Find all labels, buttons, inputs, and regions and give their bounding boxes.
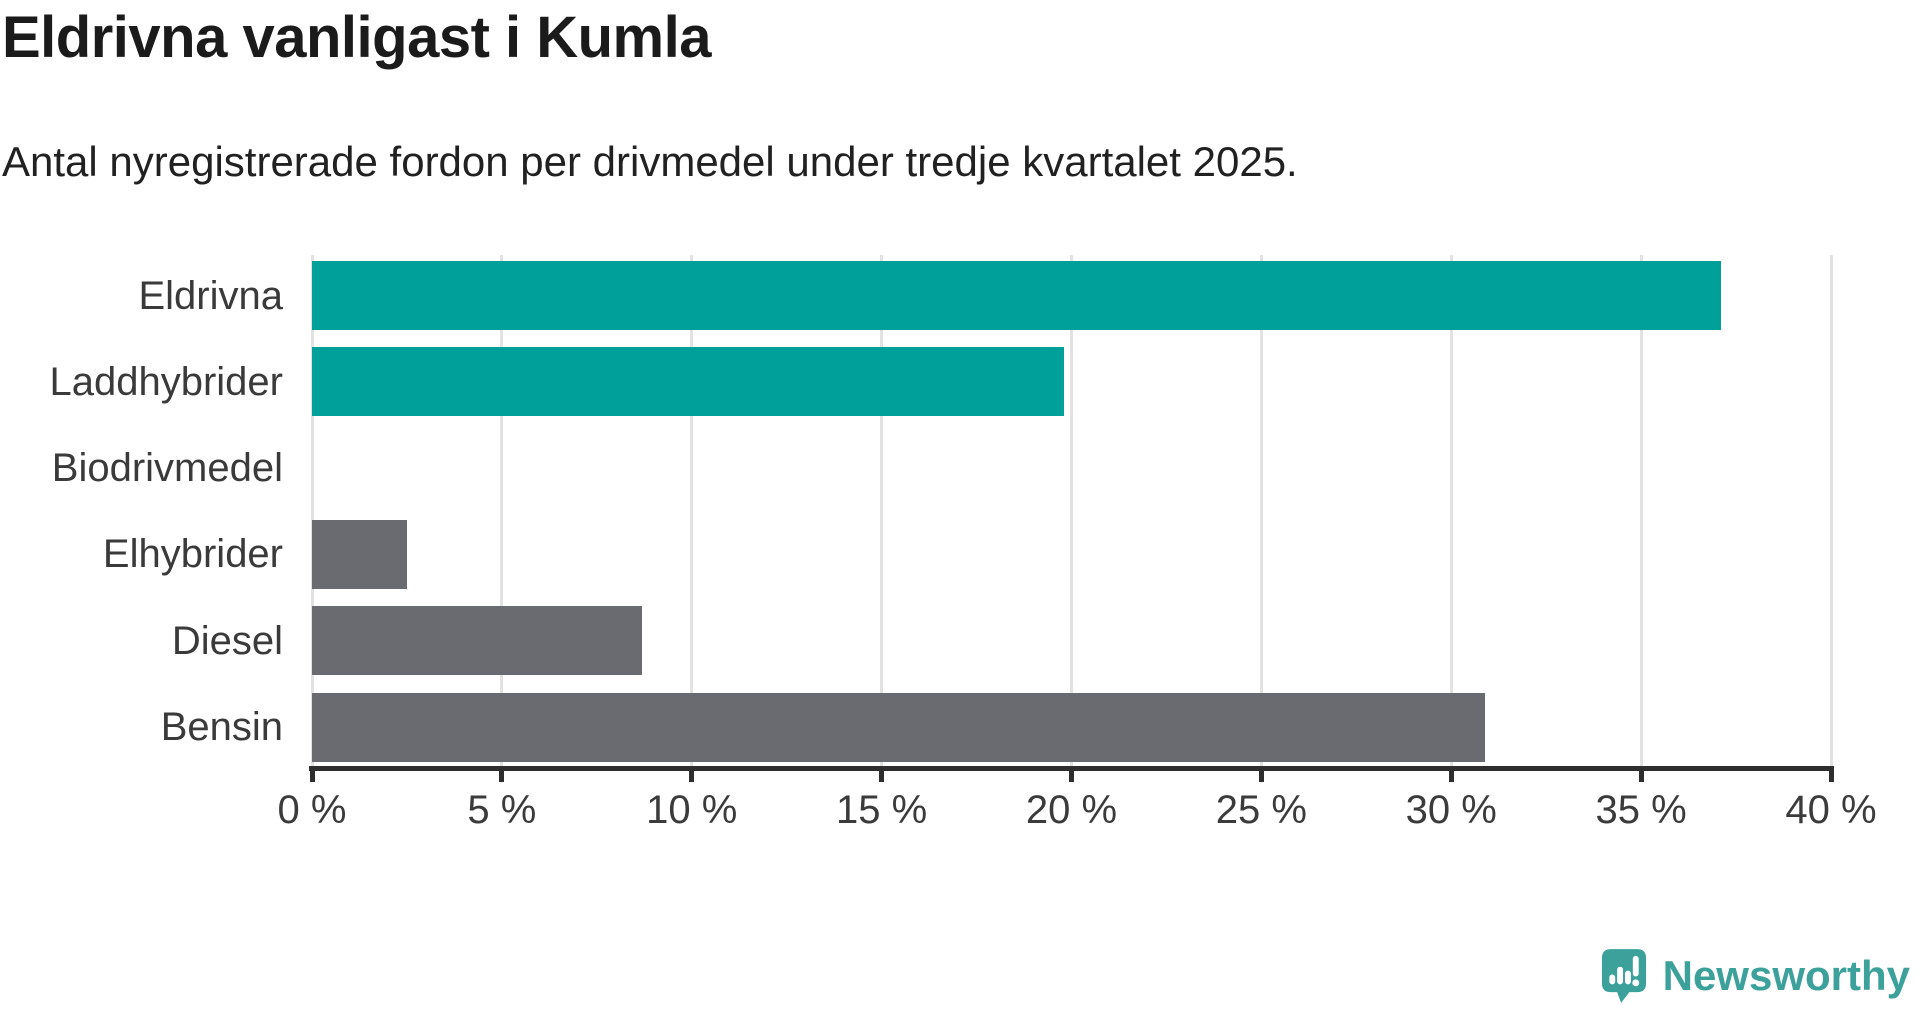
newsworthy-logo: Newsworthy — [1601, 948, 1910, 1004]
y-label-biodrivmedel: Biodrivmedel — [51, 446, 283, 491]
x-tick-label-15: 15 % — [836, 788, 928, 832]
y-label-eldrivna: Eldrivna — [138, 273, 283, 318]
plot-area: 0 % 5 % 10 % 15 % 20 % 25 % 30 % 35 % 40 % Eldriv… — [50, 251, 1877, 832]
x-tick-20 — [1069, 771, 1074, 782]
gridline-15pct — [880, 255, 884, 766]
x-tick-40 — [1828, 771, 1834, 782]
x-tick-25 — [1258, 771, 1264, 782]
gridline-0pct — [310, 255, 314, 766]
gridline-5pct — [500, 255, 504, 766]
bar-eldrivna — [312, 261, 1721, 330]
x-tick-label-35: 35 % — [1595, 788, 1687, 832]
y-label-diesel: Diesel — [171, 618, 283, 663]
x-tick-label-40: 40 % — [1785, 788, 1877, 832]
y-label-bensin: Bensin — [160, 705, 283, 749]
chart-title: Eldrivna vanligast i Kumla — [2, 5, 712, 70]
gridline-35pct — [1639, 255, 1643, 766]
x-tick-label-20: 20 % — [1025, 788, 1118, 832]
bar-elhybrider — [312, 519, 407, 589]
x-tick-30 — [1448, 771, 1454, 782]
y-label-elhybrider: Elhybrider — [102, 532, 283, 577]
bar-laddhybrider — [312, 347, 1064, 417]
chart-subtitle: Antal nyregistrerade fordon per drivmede… — [2, 138, 1298, 185]
x-tick-label-10: 10 % — [646, 788, 738, 832]
y-label-laddhybrider: Laddhybrider — [49, 359, 284, 404]
gridline-10pct — [690, 255, 694, 766]
bar-bensin — [312, 692, 1486, 762]
x-tick-35 — [1638, 771, 1644, 782]
x-tick-0 — [309, 771, 315, 782]
x-tick-5 — [499, 771, 505, 782]
x-tick-10 — [689, 771, 695, 782]
newsworthy-wordmark: Newsworthy — [1662, 952, 1910, 999]
x-tick-label-30: 30 % — [1405, 788, 1497, 832]
x-tick-label-25: 25 % — [1215, 788, 1307, 832]
x-tick-label-5: 5 % — [467, 788, 537, 832]
bar-diesel — [312, 606, 643, 676]
x-axis-line — [309, 766, 1834, 771]
gridline-40pct — [1829, 255, 1833, 766]
gridline-25pct — [1259, 255, 1263, 766]
newsworthy-icon — [1601, 949, 1646, 1003]
gridline-20pct — [1070, 255, 1073, 766]
gridline-30pct — [1449, 255, 1453, 766]
x-tick-15 — [879, 771, 885, 782]
x-tick-label-0: 0 % — [277, 788, 347, 832]
